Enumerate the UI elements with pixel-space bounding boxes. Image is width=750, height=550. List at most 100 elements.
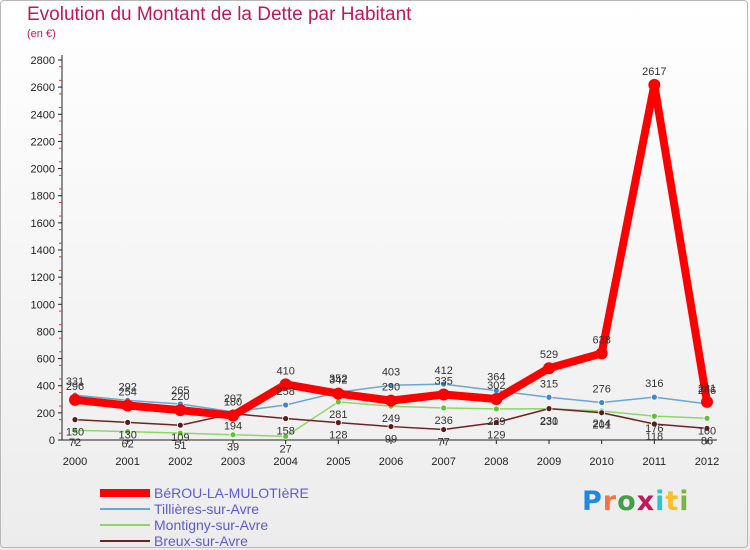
y-tick-label: 1400: [31, 245, 55, 257]
data-point: [650, 420, 658, 428]
legend-swatch-tillieres: [100, 508, 150, 510]
data-label: 529: [540, 349, 558, 361]
logo-letter: x: [636, 486, 656, 517]
data-label: 194: [224, 421, 242, 433]
logo-letter: r: [602, 486, 618, 517]
data-point: [492, 405, 500, 413]
data-point: [437, 388, 450, 401]
data-point: [121, 399, 134, 412]
data-point: [334, 419, 342, 427]
data-label: 130: [118, 429, 136, 441]
data-label: 352: [329, 373, 347, 385]
data-point: [279, 378, 292, 391]
data-label: 638: [592, 334, 610, 346]
data-point: [440, 426, 448, 433]
legend-label-breux: Breux-sur-Avre: [154, 533, 248, 549]
data-label: 292: [118, 381, 136, 393]
legend-label-montigny: Montigny-sur-Avre: [154, 517, 269, 533]
data-label: 176: [645, 423, 663, 435]
data-point: [282, 415, 290, 422]
y-tick-label: 2000: [31, 164, 55, 176]
data-label: 51: [174, 440, 186, 452]
data-label: 236: [434, 415, 452, 427]
y-tick-label: 2400: [31, 109, 55, 121]
x-tick-label: 2009: [537, 456, 561, 468]
data-point: [334, 398, 342, 406]
x-tick-label: 2010: [589, 456, 613, 468]
data-label: 230: [540, 416, 558, 428]
logo-letter: i: [679, 486, 690, 517]
data-point: [440, 380, 448, 388]
data-point: [650, 412, 658, 420]
x-tick-label: 2000: [63, 456, 87, 468]
data-label: 27: [280, 443, 292, 455]
y-tick-label: 0: [49, 435, 55, 447]
chart-title: Evolution du Montant de la Dette par Hab…: [27, 4, 412, 25]
legend-item-tillieres: Tillières-sur-Avre: [100, 501, 360, 517]
data-label: 410: [276, 365, 294, 377]
y-tick-label: 1600: [31, 218, 55, 230]
data-label: 316: [645, 378, 663, 390]
data-point: [543, 362, 555, 375]
data-label: 254: [118, 387, 136, 399]
data-label: 129: [487, 429, 505, 441]
data-point: [174, 404, 187, 417]
data-label: 2617: [642, 66, 666, 78]
data-label: 86: [701, 435, 713, 447]
data-label: 258: [276, 386, 294, 398]
data-point: [229, 431, 237, 439]
data-point: [648, 78, 661, 91]
data-label: 160: [698, 425, 716, 437]
legend-label-berou: BéROU-LA-MULOTIèRE: [154, 485, 309, 501]
y-tick-label: 1800: [31, 191, 55, 203]
x-tick-label: 2008: [484, 456, 508, 468]
data-point: [492, 419, 500, 426]
x-tick-label: 2006: [379, 456, 403, 468]
data-point: [227, 409, 239, 422]
data-point: [387, 381, 395, 389]
data-label: 265: [171, 385, 189, 397]
data-point: [440, 404, 448, 412]
data-label: 207: [224, 393, 242, 405]
data-point: [703, 424, 711, 432]
logo-letter: o: [617, 486, 637, 517]
data-label: 180: [224, 397, 242, 409]
data-label: 296: [66, 381, 84, 393]
data-label: 62: [122, 439, 134, 451]
legend-item-berou: BéROU-LA-MULOTIèRE: [100, 485, 360, 501]
logo-letter: P: [582, 486, 603, 517]
data-point: [598, 409, 606, 417]
x-tick-label: 2011: [643, 456, 667, 468]
data-label: 158: [276, 426, 294, 438]
data-label: 403: [382, 366, 400, 378]
data-label: 214: [592, 418, 610, 430]
data-point: [545, 393, 553, 401]
data-label: 128: [329, 430, 347, 442]
logo-letter: i: [655, 486, 666, 517]
data-label: 412: [434, 365, 452, 377]
data-label: 99: [385, 434, 397, 446]
data-label: 150: [66, 427, 84, 439]
data-label: 331: [66, 376, 84, 388]
y-tick-label: 200: [37, 408, 55, 420]
data-point: [176, 421, 184, 429]
y-tick-label: 2200: [31, 136, 55, 148]
data-label: 229: [487, 416, 505, 428]
x-tick-label: 2002: [168, 456, 192, 468]
data-label: 72: [69, 437, 81, 449]
data-label: 220: [171, 391, 189, 403]
legend-swatch-breux: [100, 540, 150, 542]
data-label: 315: [540, 378, 558, 390]
legend-item-breux: Breux-sur-Avre: [100, 533, 360, 549]
data-label: 201: [592, 420, 610, 432]
y-tick-label: 2600: [31, 82, 55, 94]
data-point: [282, 432, 290, 440]
data-label: 364: [487, 372, 505, 384]
data-point: [701, 395, 713, 408]
y-tick-label: 800: [37, 326, 55, 338]
chart-subtitle: (en €): [27, 28, 56, 40]
data-label: 335: [434, 376, 452, 388]
logo-letter: t: [665, 486, 680, 517]
y-tick-label: 1200: [31, 272, 55, 284]
